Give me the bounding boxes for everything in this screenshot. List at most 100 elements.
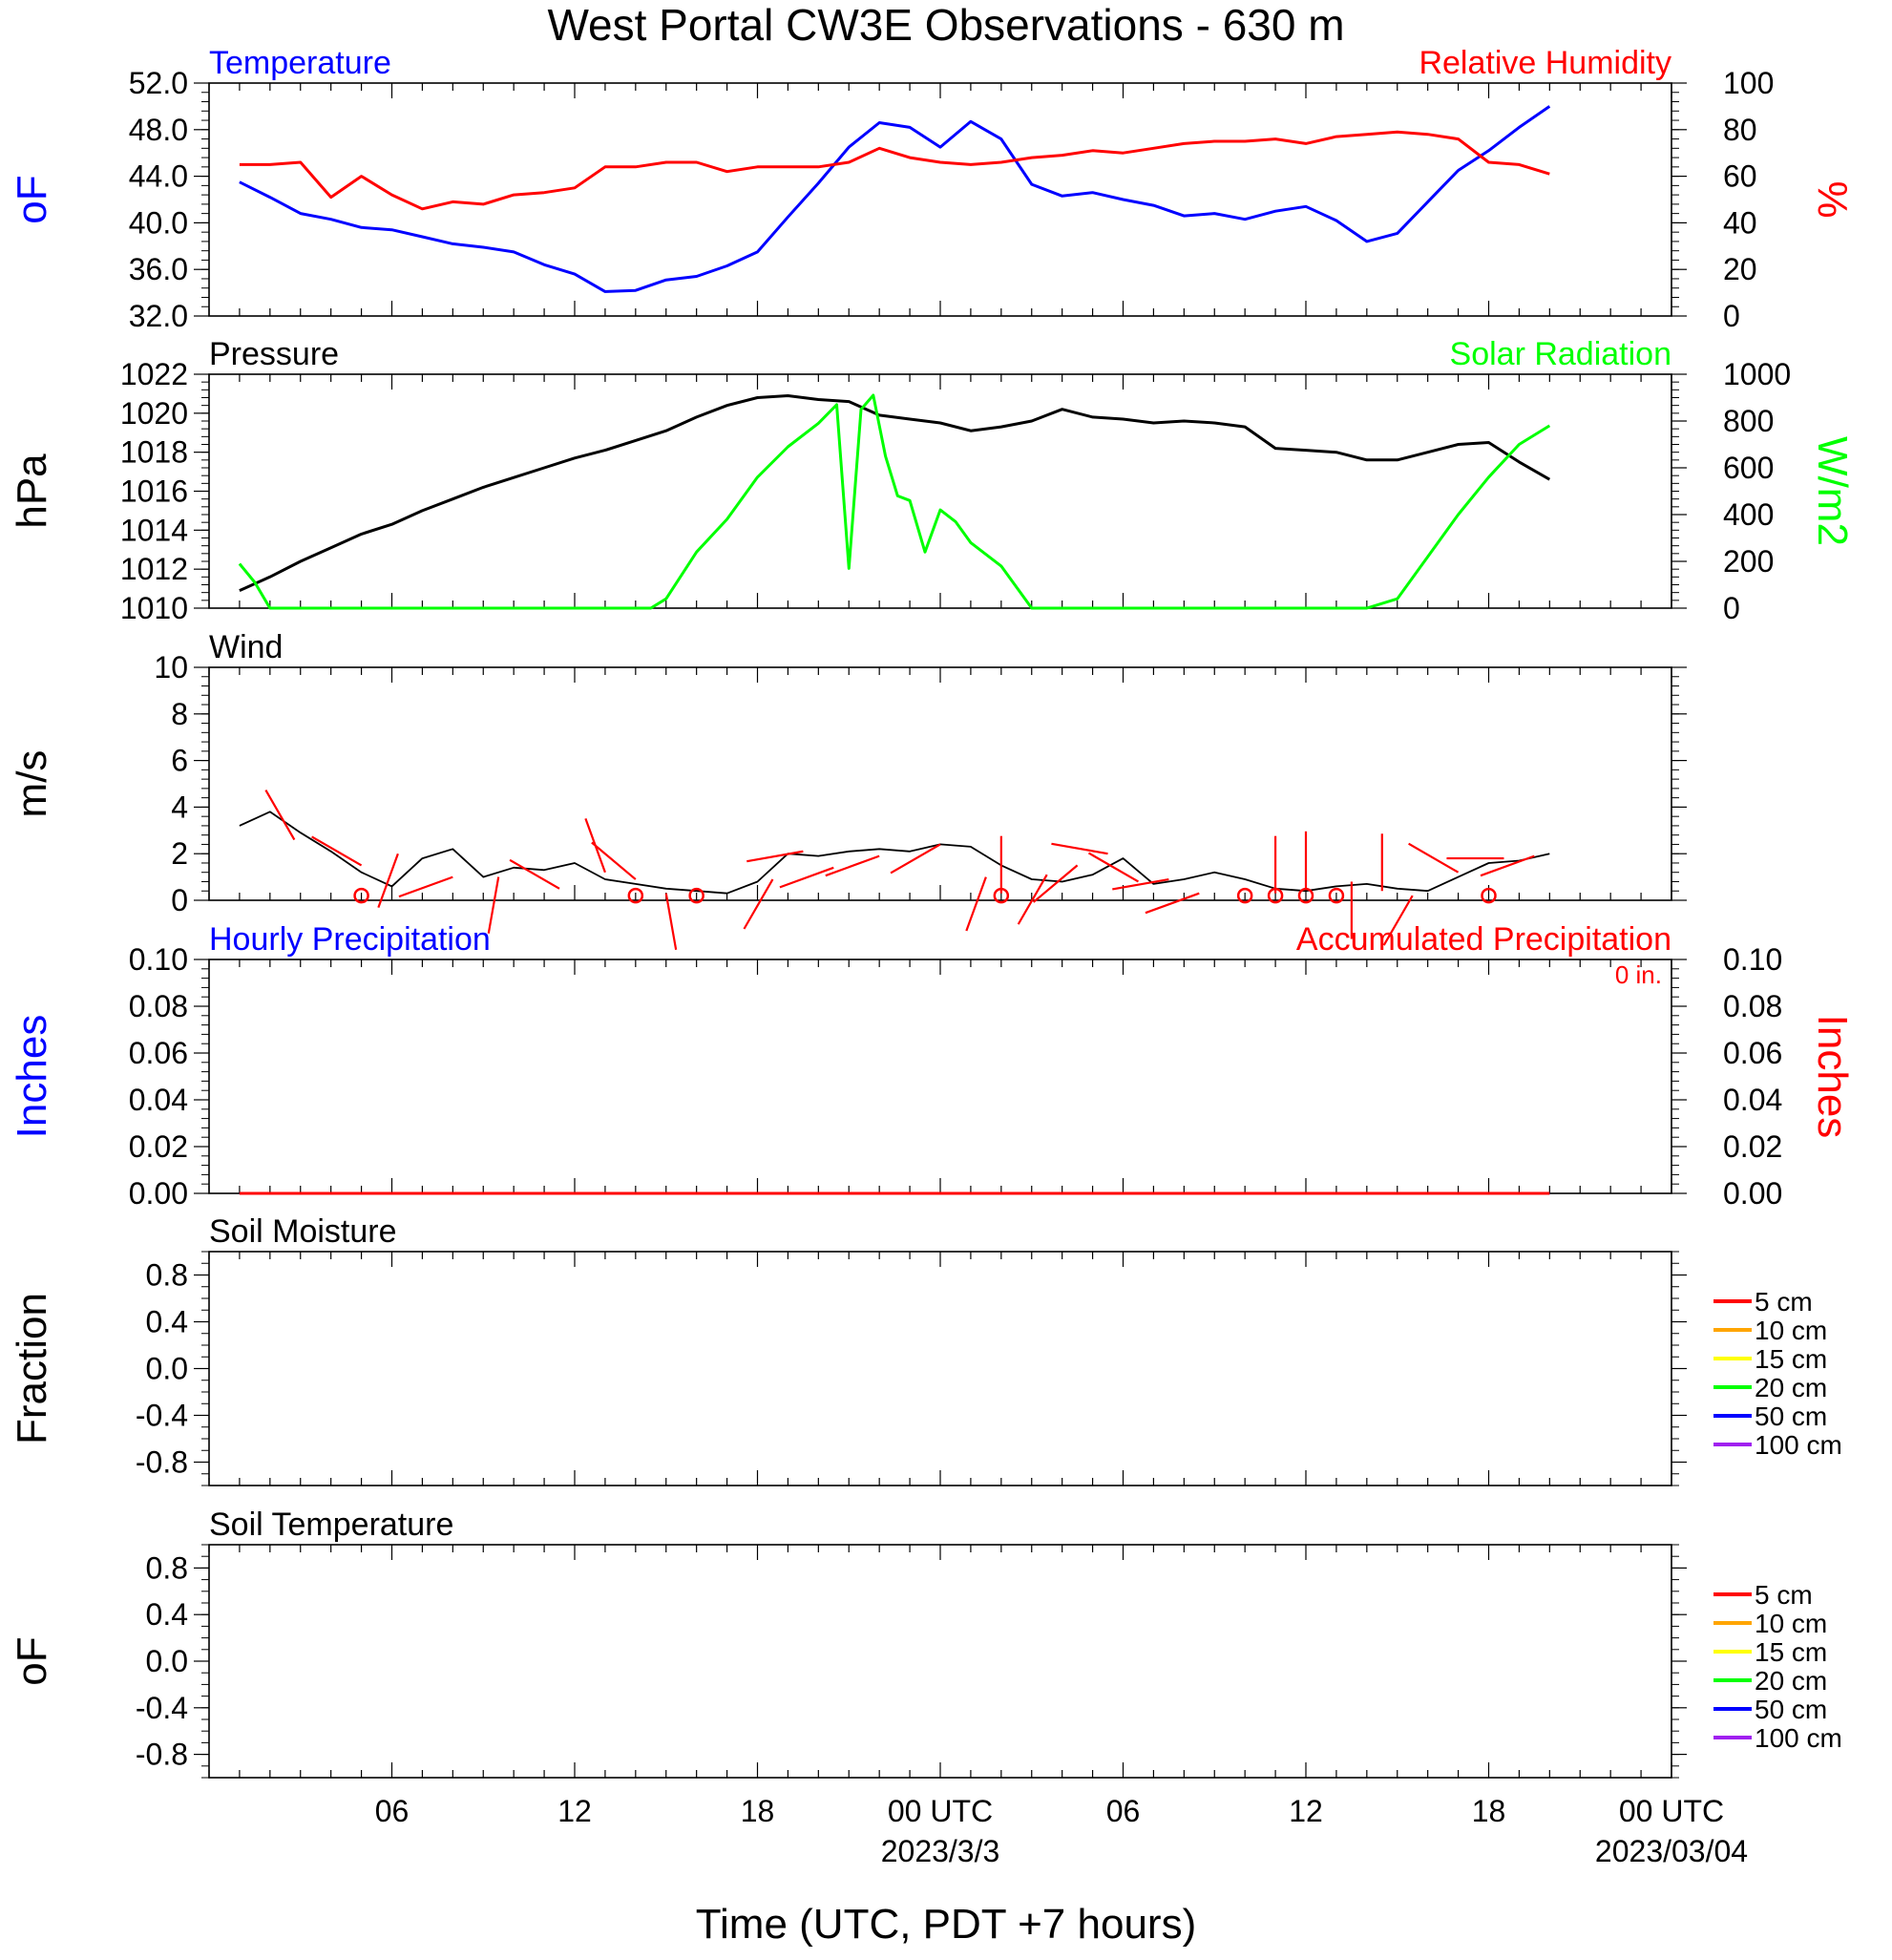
plot-frame — [208, 82, 1672, 317]
y-axis-title-left: hPa — [9, 453, 55, 529]
calm-wind-marker — [1328, 887, 1345, 904]
x-tick-label: 06 — [1106, 1794, 1141, 1828]
y-tick-label: -0.8 — [136, 1445, 188, 1480]
y-tick-label: 1014 — [120, 513, 188, 547]
panel-title-right: Accumulated Precipitation — [1296, 921, 1671, 958]
y-tick-label: -0.8 — [136, 1738, 188, 1772]
wind-barb — [591, 841, 637, 880]
y-tick-label: 0.04 — [129, 1083, 188, 1117]
plot-frame — [208, 666, 1672, 901]
y-right-tick-label: 80 — [1723, 113, 1757, 147]
wind-barb — [965, 876, 987, 932]
plot-frame — [208, 1251, 1672, 1486]
y-axis-title-right: % — [1809, 180, 1856, 218]
y-tick-label: 0.02 — [129, 1129, 188, 1164]
wind-barb — [746, 850, 804, 863]
wind-barb — [1032, 864, 1079, 903]
y-tick-label: 6 — [171, 744, 188, 778]
accumulated-precip-annotation: 0 in. — [1615, 960, 1662, 989]
panel-title-right: Relative Humidity — [1419, 45, 1671, 81]
y-tick-label: 1012 — [120, 552, 188, 586]
series-line-solar-radiation — [238, 393, 1551, 610]
x-date-label: 2023/03/04 — [1595, 1834, 1748, 1868]
y-right-tick-label: 0.10 — [1723, 942, 1782, 977]
x-tick-label: 12 — [1289, 1794, 1323, 1828]
x-tick-label: 00 UTC — [888, 1794, 993, 1828]
panel-1: 1022 1020 1018 1016 1014 1012 1010 1000 800 600 40… — [9, 336, 1856, 625]
y-tick-label: 0.0 — [146, 1352, 188, 1386]
wind-barb — [890, 843, 941, 875]
x-date-label: 2023/3/3 — [881, 1834, 1000, 1868]
y-right-tick-label: 0 — [1723, 591, 1740, 625]
y-tick-label: 0.00 — [129, 1176, 188, 1211]
wind-barb — [1112, 877, 1169, 891]
legend-label: 20 cm — [1755, 1373, 1827, 1402]
legend-label: 5 cm — [1755, 1580, 1813, 1610]
y-tick-label: 1022 — [120, 357, 188, 391]
y-tick-label: 8 — [171, 697, 188, 731]
panel-title-left: Soil Temperature — [209, 1507, 453, 1543]
wind-barb — [1408, 842, 1460, 874]
panel-3: 0.10 0.08 0.06 0.04 0.02 0.00 0.10 0.08 0.06 0.04… — [9, 921, 1856, 1211]
legend-label: 5 cm — [1755, 1287, 1813, 1317]
panel-4: 0.8 0.4 0.0 -0.4 -0.8 Soil Moisture Fraction 5 … — [9, 1213, 1842, 1486]
panel-title-left: Soil Moisture — [209, 1213, 397, 1250]
series-line-wind — [239, 811, 1550, 895]
y-right-tick-label: 1000 — [1723, 357, 1791, 391]
wind-barb — [398, 875, 453, 898]
y-right-tick-label: 800 — [1723, 404, 1774, 438]
y-tick-label: -0.4 — [136, 1691, 188, 1725]
wind-barb — [377, 853, 399, 908]
calm-wind-marker — [353, 887, 369, 904]
calm-wind-marker — [1297, 887, 1314, 904]
x-tick-label: 06 — [375, 1794, 410, 1828]
y-tick-label: 36.0 — [129, 252, 188, 286]
y-axis-title-right: W/m2 — [1809, 436, 1856, 546]
wind-barb — [1480, 854, 1535, 877]
wind-barb — [311, 835, 363, 867]
legend-label: 50 cm — [1755, 1402, 1827, 1431]
calm-wind-marker — [1236, 887, 1253, 904]
panels: 52.048.044.040.036.032.0100806040200Temp… — [9, 45, 1856, 1868]
series-line-temperature — [239, 105, 1551, 293]
wind-barb — [743, 878, 774, 930]
legend-label: 20 cm — [1755, 1666, 1827, 1696]
y-tick-label: 0.4 — [146, 1305, 188, 1339]
y-tick-label: 1020 — [120, 396, 188, 431]
y-tick-label: 1018 — [120, 435, 188, 470]
y-right-tick-label: 0.04 — [1723, 1083, 1782, 1117]
y-tick-label: 0.4 — [146, 1597, 188, 1632]
wind-barb — [1051, 842, 1108, 855]
wind-barb — [664, 893, 678, 950]
y-right-tick-label: 200 — [1723, 544, 1774, 579]
wind-barb — [779, 866, 834, 889]
x-tick-label: 18 — [741, 1794, 775, 1828]
y-axis-title-left: Fraction — [9, 1293, 55, 1444]
legend-label: 15 cm — [1755, 1344, 1827, 1374]
legend-label: 50 cm — [1755, 1695, 1827, 1724]
legend-label: 15 cm — [1755, 1637, 1827, 1667]
x-tick-label: 12 — [557, 1794, 592, 1828]
calm-wind-marker — [993, 887, 1010, 904]
y-tick-label: 0.10 — [129, 942, 188, 977]
panel-title-left: Wind — [209, 629, 283, 665]
y-right-tick-label: 20 — [1723, 252, 1757, 286]
legend-label: 10 cm — [1755, 1609, 1827, 1638]
panel-title-left: Temperature — [209, 45, 391, 81]
y-right-tick-label: 0 — [1723, 299, 1740, 333]
y-tick-label: 0.06 — [129, 1036, 188, 1070]
y-axis-title-left: oF — [9, 175, 55, 223]
y-tick-label: 40.0 — [129, 205, 188, 240]
y-tick-label: 1010 — [120, 591, 188, 625]
plot-frame — [208, 373, 1672, 609]
panel-title-left: Hourly Precipitation — [209, 921, 491, 958]
y-axis-title-left: m/s — [9, 750, 55, 818]
y-tick-label: 2 — [171, 836, 188, 871]
panel-title-right: Solar Radiation — [1450, 336, 1671, 372]
legend-label: 10 cm — [1755, 1316, 1827, 1345]
y-right-tick-label: 400 — [1723, 497, 1774, 532]
calm-wind-marker — [1267, 887, 1284, 904]
y-tick-label: 0.0 — [146, 1644, 188, 1678]
calm-wind-marker — [627, 887, 644, 904]
